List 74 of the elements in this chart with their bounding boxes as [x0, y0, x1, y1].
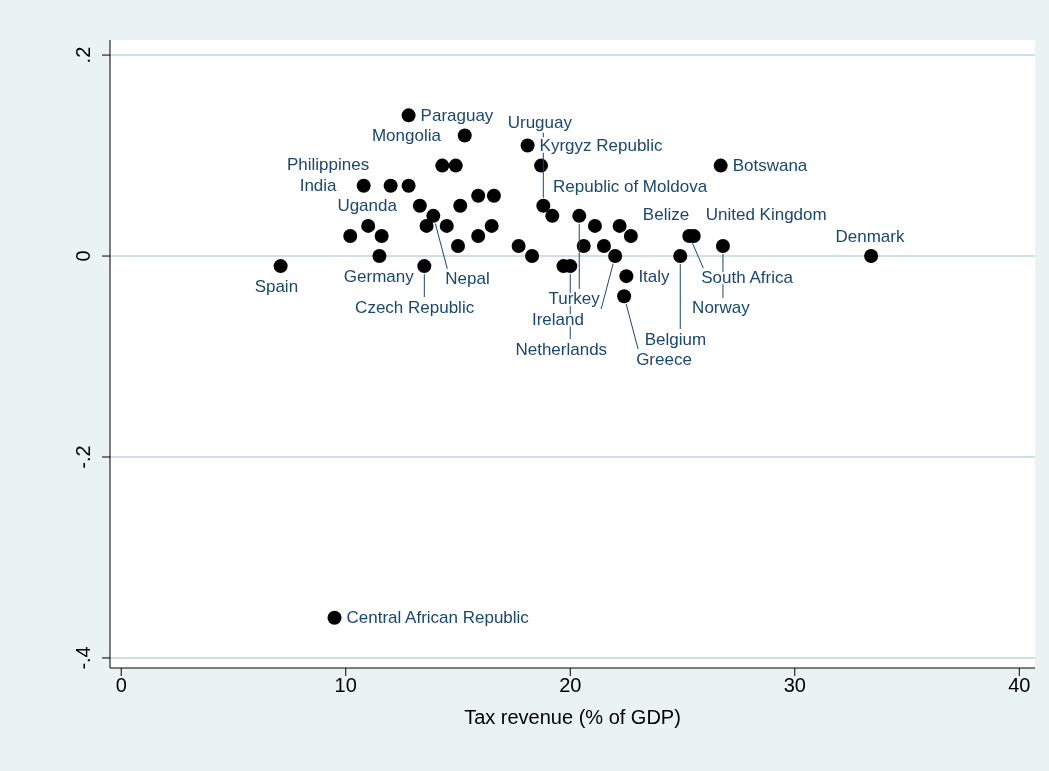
x-tick-label: 30: [783, 674, 806, 697]
annotation: Central African Republic: [346, 608, 530, 628]
y-tick-label: -.4: [72, 646, 94, 670]
x-tick-label: 10: [334, 674, 357, 697]
y-tick-label: -.2: [72, 445, 94, 469]
annotation: Uruguay: [507, 113, 573, 133]
annotation: Greece: [636, 349, 692, 369]
point: [617, 289, 632, 304]
point: [612, 218, 627, 233]
annotation: Paraguay: [420, 105, 494, 125]
point: [383, 178, 398, 193]
annotation: Germany: [343, 266, 415, 286]
point: [448, 158, 463, 173]
point: [525, 249, 540, 264]
y-tick-label: 0: [72, 250, 94, 262]
point: [451, 238, 465, 253]
point: [596, 238, 611, 253]
point: [572, 208, 587, 223]
annotation: Philippines: [287, 155, 370, 175]
point: [587, 218, 602, 233]
point: [715, 238, 730, 253]
point: [439, 218, 454, 233]
point: [401, 108, 416, 123]
point: [435, 158, 450, 173]
point: [401, 178, 416, 193]
point: [453, 198, 468, 213]
annotation: Italy: [638, 266, 671, 286]
point: [623, 228, 638, 243]
point: [412, 198, 427, 213]
x-tick-label: 40: [1008, 674, 1031, 697]
point: [471, 228, 486, 243]
point: [361, 218, 376, 233]
point: [608, 249, 623, 264]
point: [536, 198, 551, 213]
annotation: Belgium: [644, 329, 707, 349]
point: [576, 238, 591, 253]
annotation: Norway: [692, 298, 751, 318]
annotation: Uganda: [337, 196, 398, 216]
annotation: Czech Republic: [355, 297, 475, 317]
annotation: India: [299, 176, 338, 196]
annotation: Botswana: [732, 156, 808, 176]
point: [356, 178, 371, 193]
point: [457, 128, 472, 143]
point: [545, 208, 560, 223]
point: [484, 218, 499, 233]
point: [619, 269, 634, 284]
point: [327, 610, 342, 625]
point: [471, 188, 486, 203]
point: [520, 138, 535, 153]
point: [419, 218, 434, 233]
annotation: Netherlands: [515, 339, 608, 359]
x-axis-title: Tax revenue (% of GDP): [464, 706, 681, 729]
annotation: Belize: [642, 205, 690, 225]
point: [713, 158, 728, 173]
point: [864, 249, 879, 264]
x-tick-label: 20: [559, 674, 582, 697]
y-tick-label: .2: [72, 46, 94, 64]
point: [417, 259, 432, 274]
annotation: United Kingdom: [705, 205, 827, 225]
point: [673, 249, 688, 264]
annotation: Spain: [254, 276, 299, 296]
point: [374, 228, 389, 243]
point: [372, 249, 387, 264]
annotation: Mongolia: [371, 125, 442, 145]
x-tick-label: 0: [115, 674, 127, 697]
annotation: Denmark: [835, 226, 905, 246]
annotation: Nepal: [445, 269, 490, 289]
point: [511, 238, 526, 253]
point: [343, 228, 358, 243]
annotation: Republic of Moldova: [553, 177, 708, 197]
point: [426, 208, 441, 223]
point: [534, 158, 549, 173]
point: [273, 259, 288, 274]
point: [486, 188, 501, 203]
